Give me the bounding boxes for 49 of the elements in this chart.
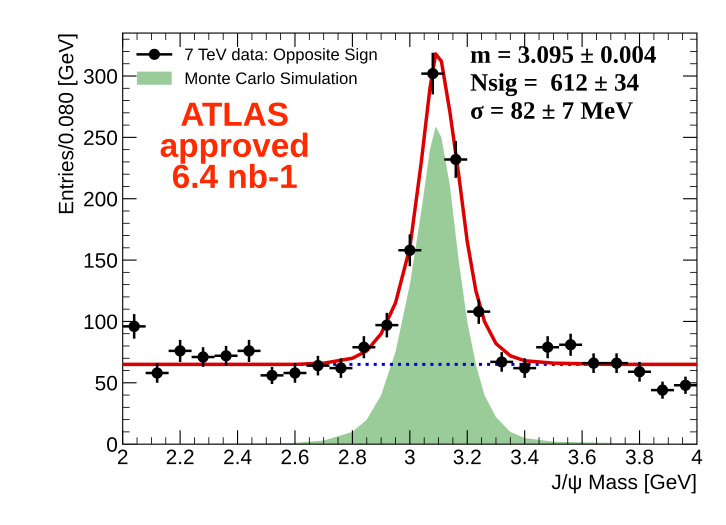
x-tick-label: 2.4 (224, 450, 252, 464)
x-tick-label: 4 (692, 450, 702, 464)
point (656, 384, 668, 396)
point (152, 367, 163, 379)
legend-label: 7 TeV data: Opposite Sign (185, 48, 377, 64)
y-tick-label: 100 (84, 314, 118, 330)
point (174, 345, 186, 356)
point (496, 356, 508, 368)
point (610, 358, 622, 369)
x-tick-label: 2.2 (166, 450, 194, 464)
y-tick-label: 0 (107, 437, 118, 452)
annotation: ATLAS approved 6.4 nb-1 (160, 102, 308, 188)
x-tick-label: 3 (404, 450, 415, 464)
point (220, 350, 232, 362)
x-tick-label: 3.2 (454, 450, 481, 464)
y-tick-label: 250 (84, 130, 118, 146)
x-tick-label: 2.8 (338, 450, 366, 464)
x-tick-label: 2.6 (282, 450, 309, 464)
y-tick-label: 50 (95, 376, 118, 391)
point (312, 360, 324, 372)
point (266, 370, 278, 382)
x-tick-label: 3.8 (626, 450, 654, 464)
point (588, 358, 600, 369)
point (335, 362, 347, 374)
y-tick-label: 300 (84, 69, 118, 84)
point (358, 342, 370, 353)
x-tick-label: 3.6 (568, 450, 596, 464)
x-axis-title: J/ψ Mass [GeV] (552, 474, 696, 494)
point (473, 306, 484, 318)
point (381, 320, 392, 331)
point (542, 342, 554, 353)
point (243, 345, 255, 356)
point (128, 320, 140, 332)
y-tick-label: 200 (84, 192, 118, 206)
legend-label: Monte Carlo Simulation (186, 72, 357, 84)
x-tick-label: 3.4 (510, 450, 539, 464)
point (634, 366, 646, 378)
point (680, 380, 692, 391)
point (450, 154, 462, 166)
point (404, 244, 416, 256)
point (197, 351, 209, 363)
x-tick-label: 2 (118, 450, 128, 464)
y-tick-label: 150 (84, 253, 118, 268)
point (289, 367, 301, 379)
point (565, 339, 576, 350)
point (427, 68, 438, 80)
point (519, 362, 530, 374)
y-axis-title: Entries/0.080 [GeV] (58, 34, 78, 214)
annotation: m = 3.095 ± 0.004 Nsig = 612 ± 34 σ = 82 ± 7 MeV (470, 46, 656, 120)
